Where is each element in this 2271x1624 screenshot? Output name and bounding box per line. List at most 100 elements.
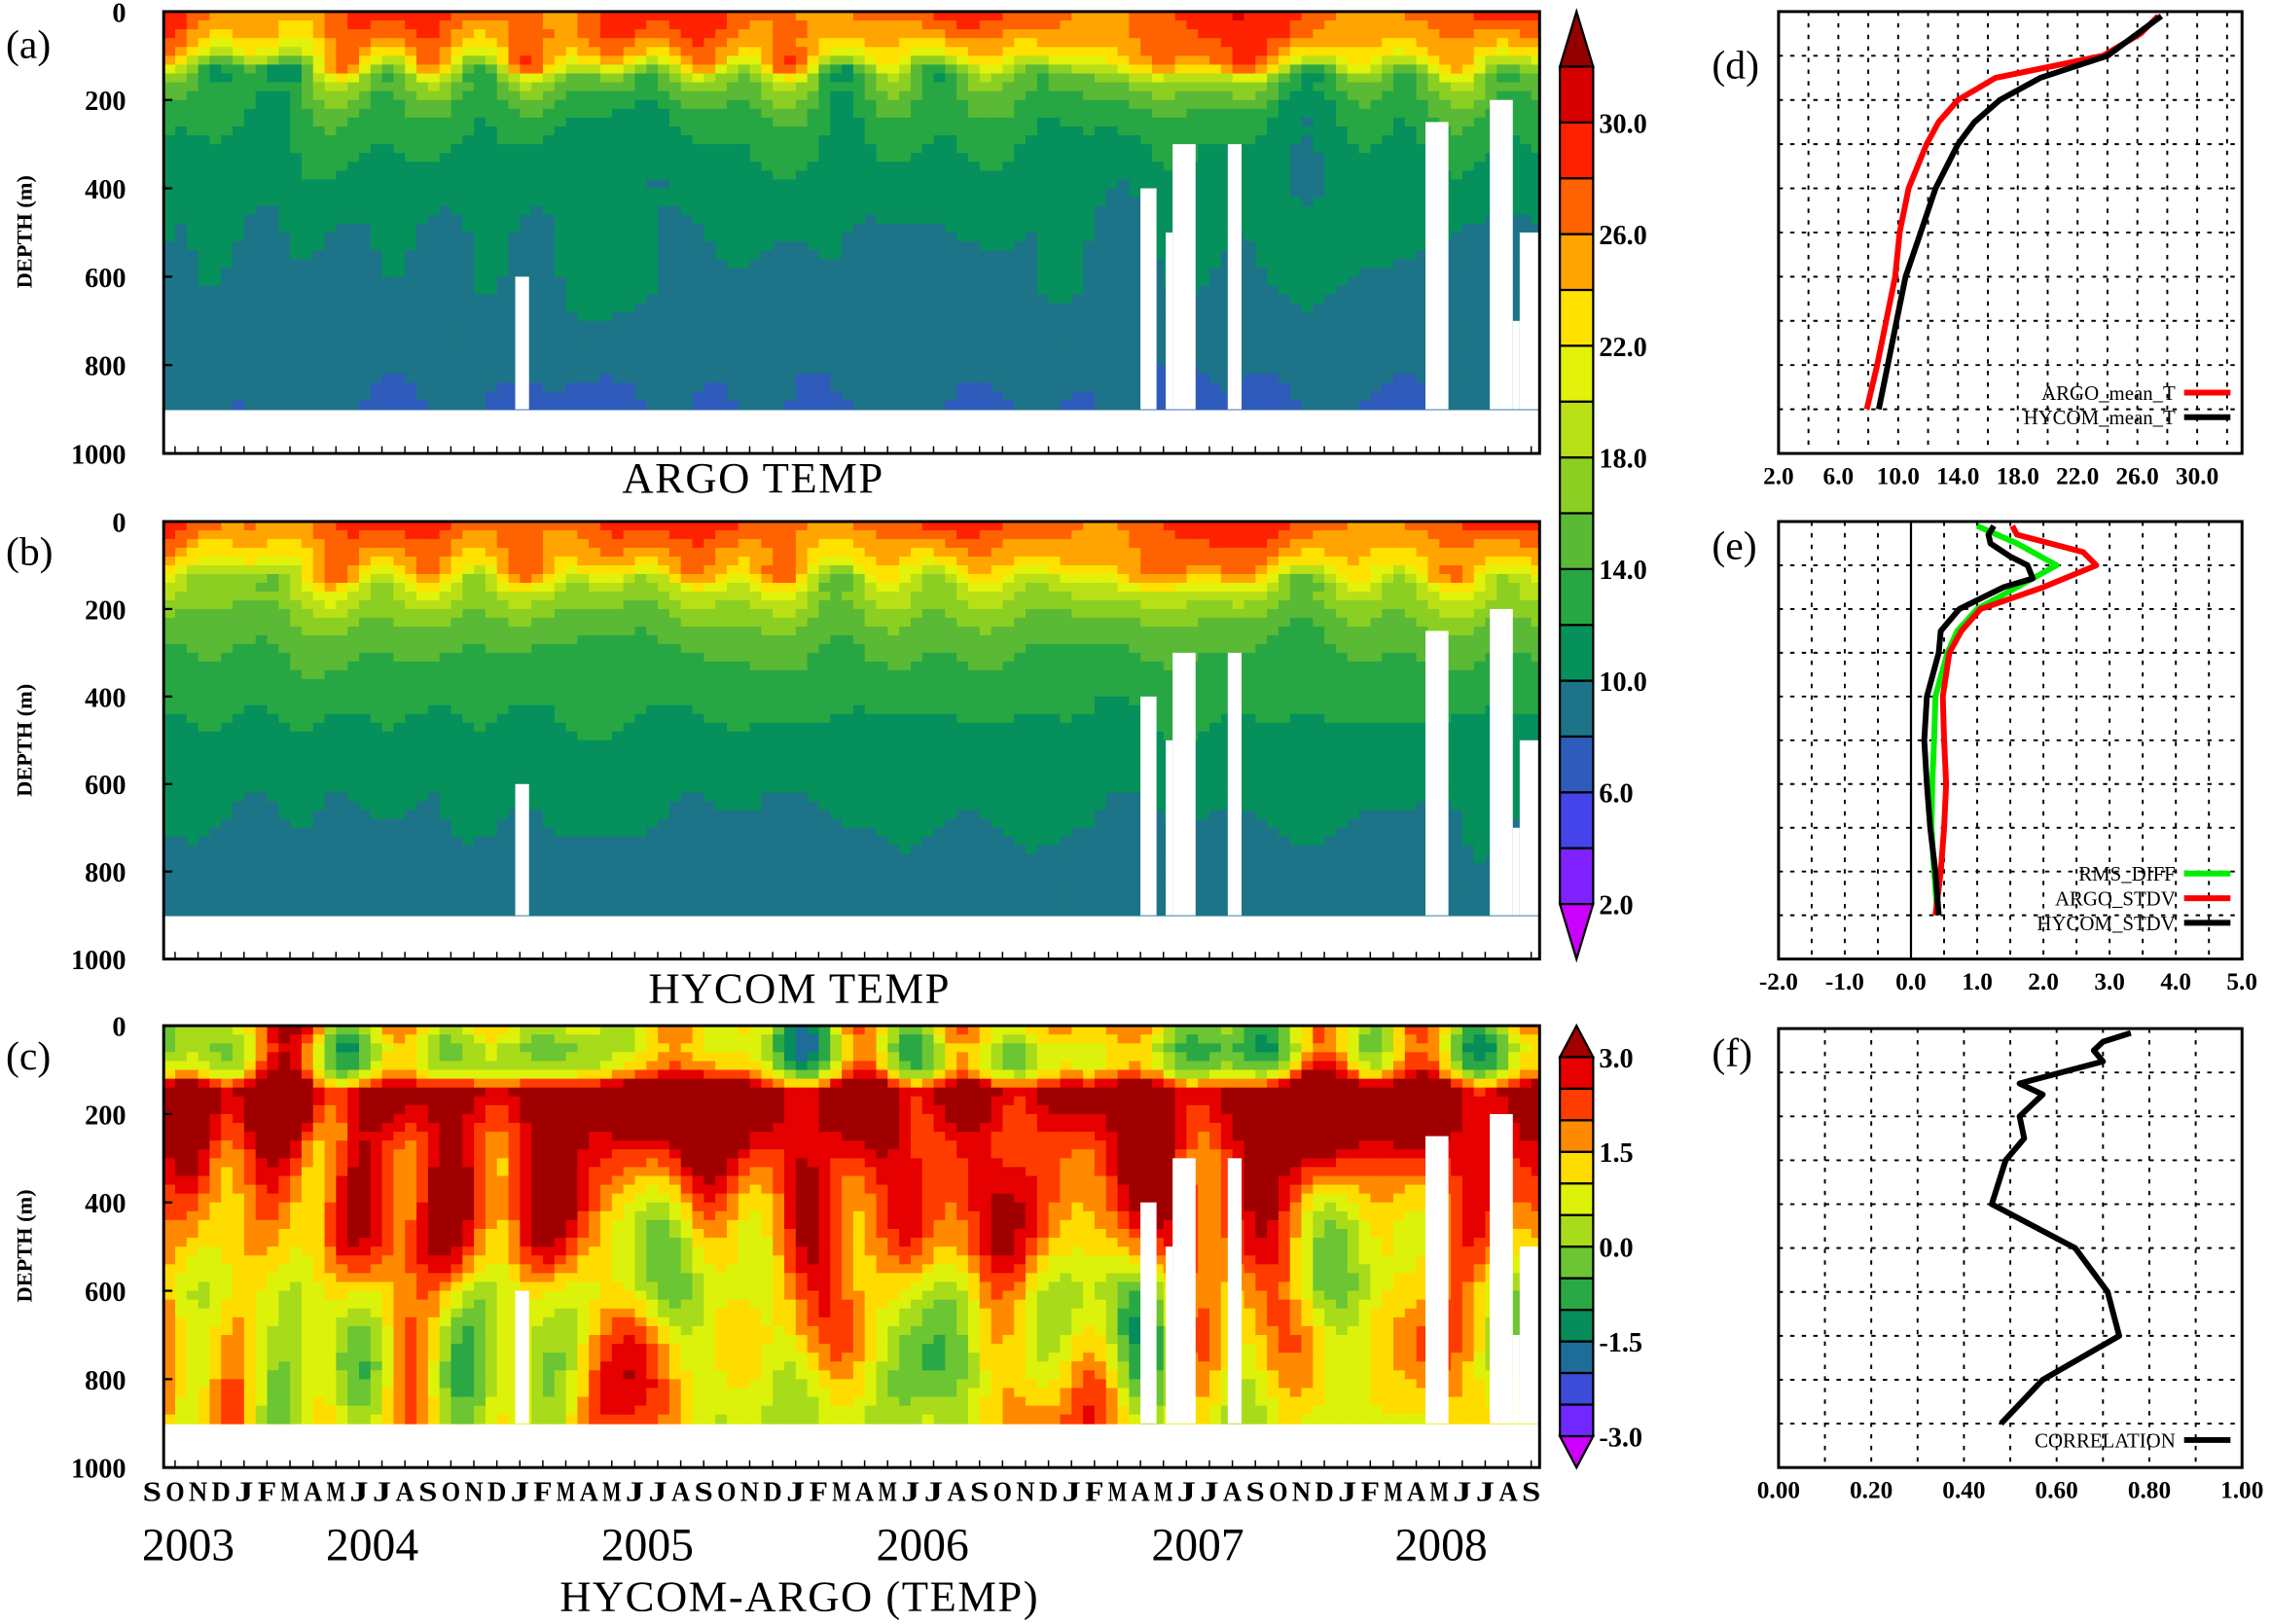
heatmap-cell xyxy=(405,73,417,84)
heatmap-cell xyxy=(1117,11,1131,21)
heatmap-cell xyxy=(1301,214,1315,225)
heatmap-cell xyxy=(439,170,452,181)
heatmap-cell xyxy=(1060,250,1073,261)
heatmap-cell xyxy=(451,82,464,92)
heatmap-cell xyxy=(1151,135,1165,146)
heatmap-cell xyxy=(658,232,670,242)
heatmap-cell xyxy=(1060,170,1073,181)
heatmap-cell xyxy=(1416,126,1429,136)
heatmap-cell xyxy=(1026,135,1038,146)
heatmap-cell xyxy=(175,223,188,234)
heatmap-cell xyxy=(209,144,223,155)
heatmap-cell xyxy=(1036,382,1050,393)
heatmap-cell xyxy=(565,11,579,21)
heatmap-cell xyxy=(531,90,544,101)
heatmap-cell xyxy=(680,320,694,331)
heatmap-cell xyxy=(692,11,705,21)
heatmap-cell xyxy=(1048,197,1062,207)
heatmap-cell xyxy=(405,29,417,40)
heatmap-cell xyxy=(416,241,429,252)
heatmap-cell xyxy=(692,311,705,322)
heatmap-cell xyxy=(324,144,338,155)
heatmap-cell xyxy=(795,38,809,49)
heatmap-cell xyxy=(1244,250,1257,261)
heatmap-cell xyxy=(646,153,659,163)
heatmap-cell xyxy=(381,29,395,40)
heatmap-cell xyxy=(485,117,498,127)
heatmap-cell xyxy=(589,232,601,242)
heatmap-cell xyxy=(991,205,1004,216)
heatmap-cell xyxy=(267,19,280,30)
heatmap-cell xyxy=(658,241,670,252)
heatmap-cell xyxy=(358,11,372,21)
heatmap-cell xyxy=(715,162,728,172)
heatmap-cell xyxy=(1416,259,1429,270)
heatmap-cell xyxy=(496,285,510,296)
heatmap-cell xyxy=(1335,64,1349,75)
heatmap-cell xyxy=(1358,38,1372,49)
heatmap-cell xyxy=(1404,365,1418,376)
heatmap-cell xyxy=(1209,320,1222,331)
heatmap-cell xyxy=(496,338,510,348)
heatmap-cell xyxy=(290,382,303,393)
heatmap-cell xyxy=(1094,356,1107,367)
heatmap-cell xyxy=(427,232,441,242)
heatmap-cell xyxy=(577,391,591,402)
heatmap-cell xyxy=(381,356,395,367)
heatmap-cell xyxy=(485,170,498,181)
heatmap-cell xyxy=(243,19,257,30)
heatmap-cell xyxy=(462,250,476,261)
heatmap-cell xyxy=(968,47,981,57)
heatmap-cell xyxy=(1094,153,1107,163)
heatmap-cell xyxy=(1209,250,1222,261)
heatmap-cell xyxy=(1036,126,1050,136)
heatmap-cell xyxy=(968,90,981,101)
heatmap-cell xyxy=(921,365,935,376)
heatmap-cell xyxy=(393,320,407,331)
heatmap-cell xyxy=(611,90,625,101)
heatmap-cell xyxy=(1220,108,1234,119)
heatmap-cell xyxy=(784,329,797,340)
heatmap-cell xyxy=(198,294,211,305)
heatmap-cell xyxy=(393,311,407,322)
heatmap-cell xyxy=(864,188,878,198)
heatmap-cell xyxy=(243,162,257,172)
heatmap-cell xyxy=(1313,250,1326,261)
heatmap-cell xyxy=(1347,285,1360,296)
heatmap-cell xyxy=(1014,205,1027,216)
heatmap-cell xyxy=(577,170,591,181)
heatmap-cell xyxy=(1301,365,1315,376)
heatmap-cell xyxy=(1117,47,1131,57)
heatmap-cell xyxy=(1117,197,1131,207)
heatmap-cell xyxy=(715,223,728,234)
heatmap-cell xyxy=(255,135,269,146)
heatmap-cell xyxy=(623,374,636,384)
heatmap-cell xyxy=(1416,311,1429,322)
heatmap-cell xyxy=(715,47,728,57)
heatmap-cell xyxy=(600,188,613,198)
heatmap-cell xyxy=(474,356,487,367)
heatmap-cell xyxy=(668,391,682,402)
heatmap-cell xyxy=(1026,338,1038,348)
heatmap-cell xyxy=(899,162,912,172)
heatmap-cell xyxy=(1220,19,1234,30)
heatmap-cell xyxy=(784,400,797,411)
heatmap-cell xyxy=(1301,329,1315,340)
heatmap-cell xyxy=(324,250,338,261)
heatmap-cell xyxy=(623,338,636,348)
heatmap-cell xyxy=(163,38,176,49)
heatmap-cell xyxy=(381,170,395,181)
heatmap-cell xyxy=(680,329,694,340)
heatmap-cell xyxy=(233,285,245,296)
heatmap-cell xyxy=(1416,153,1429,163)
heatmap-cell xyxy=(1198,99,1210,110)
heatmap-cell xyxy=(1370,391,1384,402)
heatmap-cell xyxy=(738,47,751,57)
heatmap-cell xyxy=(773,259,785,270)
heatmap-cell xyxy=(773,188,785,198)
heatmap-cell xyxy=(899,126,912,136)
heatmap-cell xyxy=(1026,153,1038,163)
heatmap-cell xyxy=(1094,90,1107,101)
heatmap-cell xyxy=(565,197,579,207)
heatmap-cell xyxy=(1117,188,1131,198)
